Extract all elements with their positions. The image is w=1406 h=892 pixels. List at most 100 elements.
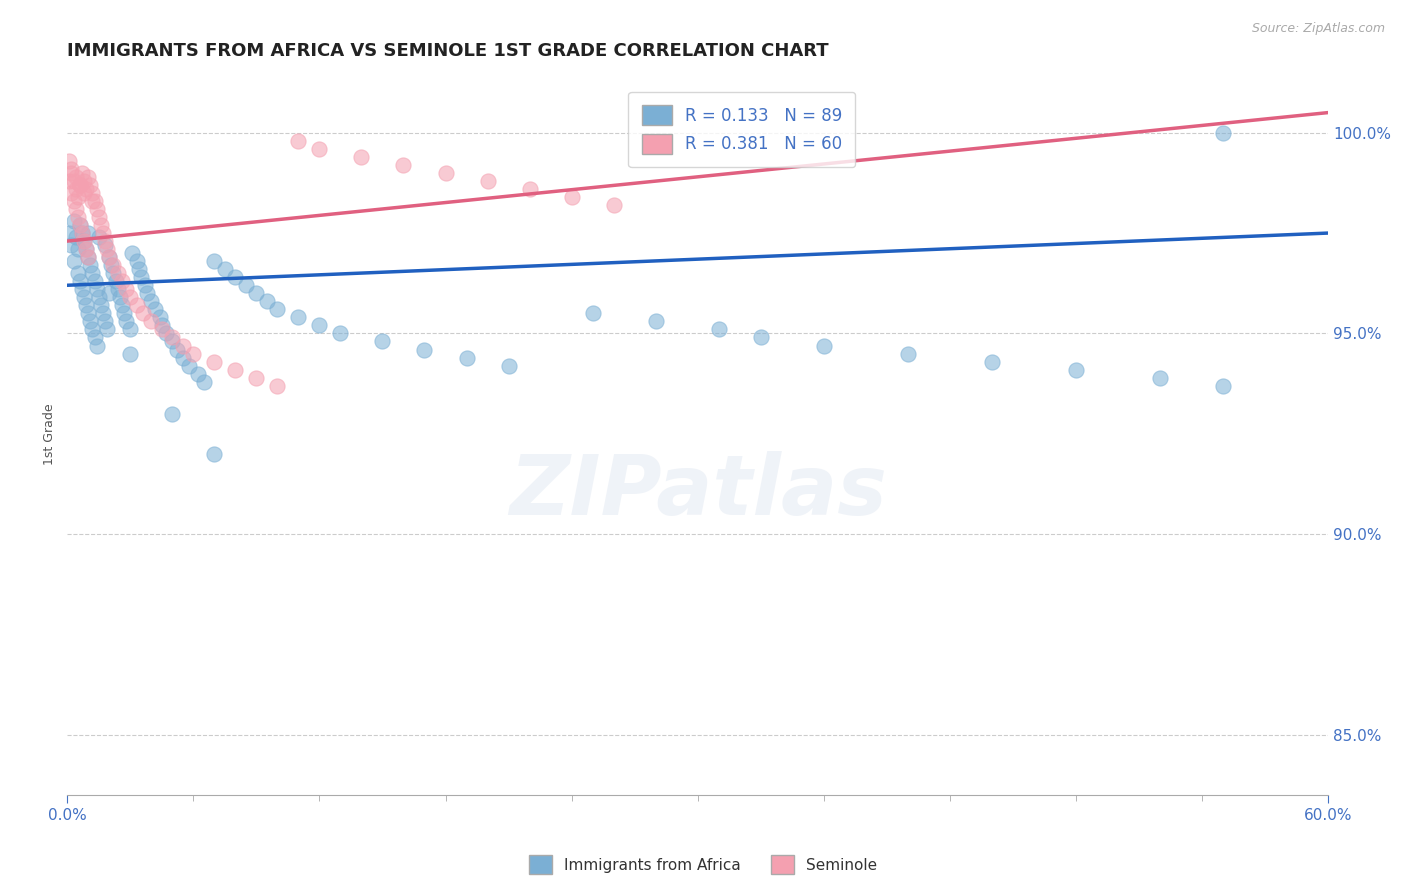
- Point: [392, 158, 415, 172]
- Point: [897, 346, 920, 360]
- Point: [308, 318, 330, 333]
- Point: [125, 254, 148, 268]
- Point: [115, 314, 138, 328]
- Point: [145, 302, 167, 317]
- Point: [62, 214, 84, 228]
- Point: [66, 210, 89, 224]
- Point: [581, 306, 603, 320]
- Point: [73, 234, 96, 248]
- Point: [91, 306, 114, 320]
- Point: [75, 242, 97, 256]
- Point: [150, 318, 173, 333]
- Point: [644, 314, 666, 328]
- Point: [73, 290, 96, 304]
- Point: [245, 370, 267, 384]
- Point: [69, 218, 91, 232]
- Text: ZIPatlas: ZIPatlas: [509, 451, 887, 533]
- Point: [82, 266, 104, 280]
- Point: [79, 258, 101, 272]
- Point: [69, 178, 91, 192]
- Point: [235, 278, 257, 293]
- Point: [120, 346, 142, 360]
- Point: [83, 194, 105, 208]
- Point: [186, 367, 208, 381]
- Point: [155, 326, 177, 341]
- Point: [141, 294, 163, 309]
- Point: [96, 242, 118, 256]
- Point: [813, 338, 835, 352]
- Point: [73, 174, 96, 188]
- Point: [287, 134, 309, 148]
- Point: [224, 362, 246, 376]
- Point: [79, 178, 101, 192]
- Point: [181, 346, 204, 360]
- Point: [91, 226, 114, 240]
- Point: [107, 282, 129, 296]
- Point: [70, 226, 93, 240]
- Point: [87, 210, 110, 224]
- Point: [749, 330, 772, 344]
- Point: [94, 238, 117, 252]
- Point: [65, 169, 87, 184]
- Point: [77, 250, 100, 264]
- Point: [413, 343, 436, 357]
- Point: [94, 314, 117, 328]
- Point: [202, 354, 225, 368]
- Point: [121, 246, 143, 260]
- Point: [434, 166, 457, 180]
- Point: [707, 322, 730, 336]
- Point: [60, 161, 83, 176]
- Point: [58, 174, 80, 188]
- Y-axis label: 1st Grade: 1st Grade: [44, 403, 56, 465]
- Point: [66, 190, 89, 204]
- Point: [256, 294, 278, 309]
- Point: [103, 266, 125, 280]
- Point: [172, 338, 194, 352]
- Point: [1149, 370, 1171, 384]
- Point: [350, 150, 373, 164]
- Point: [77, 250, 100, 264]
- Point: [58, 226, 80, 240]
- Point: [150, 322, 173, 336]
- Point: [129, 270, 152, 285]
- Point: [75, 242, 97, 256]
- Point: [308, 142, 330, 156]
- Point: [65, 202, 87, 216]
- Point: [107, 266, 129, 280]
- Point: [86, 338, 108, 352]
- Point: [69, 218, 91, 232]
- Point: [60, 166, 83, 180]
- Point: [73, 186, 96, 200]
- Point: [1064, 362, 1087, 376]
- Point: [519, 182, 541, 196]
- Point: [98, 250, 121, 264]
- Text: Source: ZipAtlas.com: Source: ZipAtlas.com: [1251, 22, 1385, 36]
- Point: [66, 266, 89, 280]
- Point: [136, 286, 159, 301]
- Point: [94, 234, 117, 248]
- Point: [115, 282, 138, 296]
- Point: [65, 230, 87, 244]
- Point: [329, 326, 352, 341]
- Point: [112, 306, 135, 320]
- Point: [162, 330, 184, 344]
- Point: [60, 238, 83, 252]
- Point: [86, 202, 108, 216]
- Point: [98, 286, 121, 301]
- Point: [82, 186, 104, 200]
- Point: [456, 351, 478, 365]
- Point: [70, 166, 93, 180]
- Point: [224, 270, 246, 285]
- Point: [87, 230, 110, 244]
- Point: [79, 314, 101, 328]
- Point: [108, 290, 131, 304]
- Point: [69, 274, 91, 288]
- Point: [90, 298, 112, 312]
- Point: [266, 378, 288, 392]
- Point: [82, 322, 104, 336]
- Point: [83, 330, 105, 344]
- Point: [69, 178, 91, 192]
- Point: [111, 298, 134, 312]
- Point: [602, 198, 624, 212]
- Point: [65, 182, 87, 196]
